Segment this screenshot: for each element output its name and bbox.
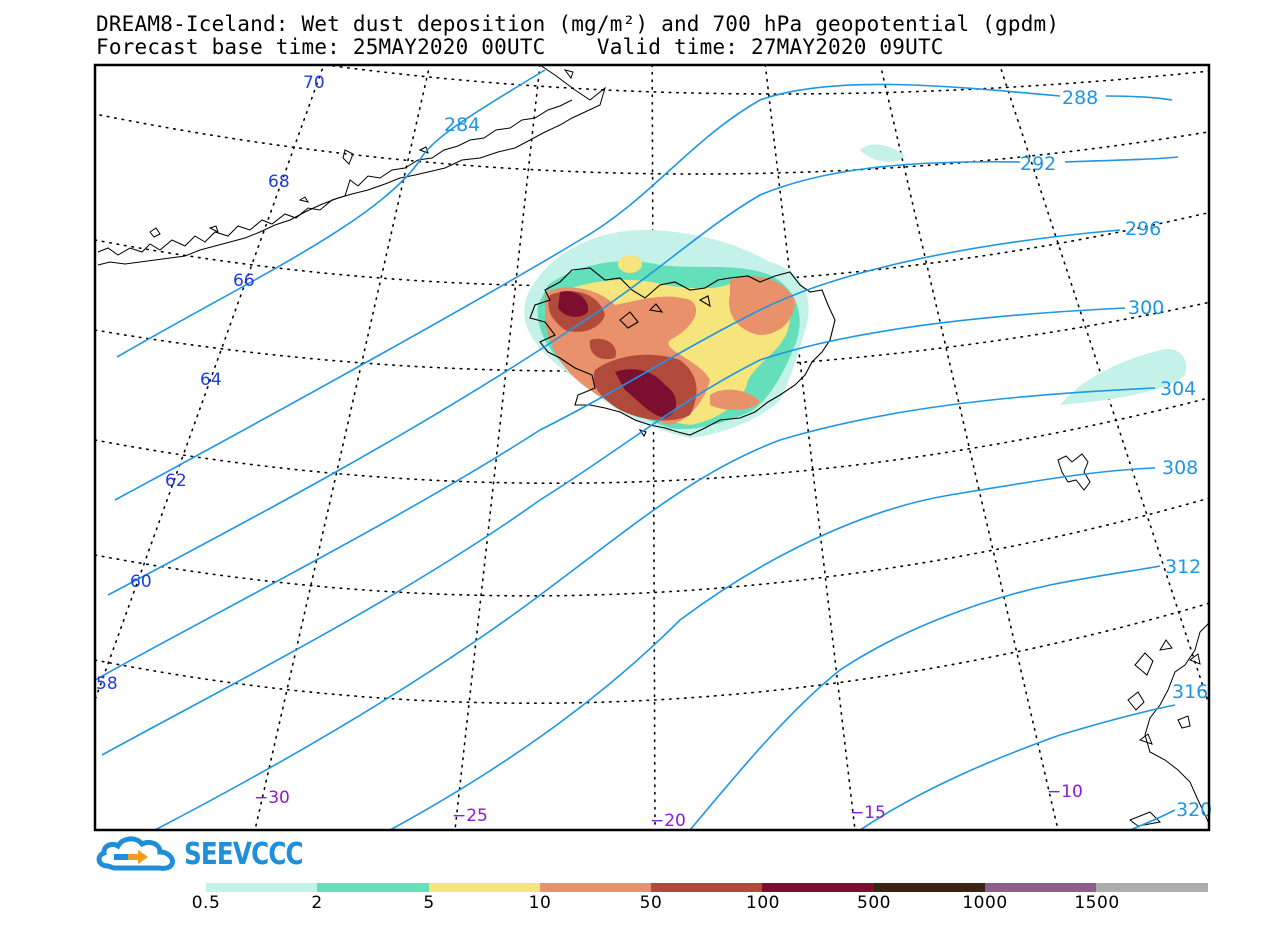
contour-label-308: 308 [1162,457,1198,479]
greenland-coast [97,65,606,266]
legend-label: 100 [746,893,780,913]
map-title: DREAM8-Iceland: Wet dust deposition (mg/… [96,12,1060,36]
parallel-62 [95,397,1209,485]
dust-level-50 [589,338,616,360]
legend-label: 1500 [1074,893,1120,913]
contour-316 [859,704,1176,830]
meridian-25 [454,65,541,830]
cloud-arrow-icon [96,836,175,871]
legend-label: 1000 [962,893,1008,913]
legend-label: 10 [528,893,552,913]
parallel-60 [95,497,1209,597]
parallel-66 [95,211,1209,287]
latitude-labels: 70 68 66 64 62 60 58 [96,73,325,694]
legend-swatch [985,883,1097,892]
dust-level-10 [729,276,795,335]
contour-300 [101,307,1126,756]
dust-level-100 [558,291,589,317]
meridian-30 [254,65,431,830]
iceland-coast [529,267,836,438]
forecast-times: Forecast base time: 25MAY2020 00UTC Vali… [96,35,944,59]
legend-label: 2 [311,893,323,913]
contour-304 [154,387,1156,830]
legend-label: 0.5 [191,893,221,913]
contour-label-284: 284 [444,114,480,136]
meridian-10 [879,65,1059,830]
legend-swatch [1096,883,1208,892]
lon-label-20: −20 [650,811,686,831]
legend-label: 5 [423,893,435,913]
dust-level-5 [618,255,642,273]
map-frame [93,63,1211,832]
contour-label-296: 296 [1125,218,1161,240]
contour-320 [1129,809,1176,830]
latitude-gridlines [95,65,1209,704]
meridian-35 [95,65,325,701]
contour-292 [107,156,1179,596]
longitude-labels: −30 −25 −20 −15 −10 [254,782,1083,831]
lat-label-66: 66 [233,271,255,291]
legend-swatch [539,883,652,892]
contour-284 [116,69,546,358]
legend-colorbar [206,883,1208,892]
contour-312 [689,565,1161,830]
contour-label-312: 312 [1165,556,1201,578]
dust-deposition-field [524,144,1187,438]
norway-coast [1127,622,1209,827]
contour-308 [389,467,1156,830]
legend-swatch [428,883,540,892]
legend-swatch [651,883,763,892]
dust-level-10 [710,389,760,410]
faroe-islands [1057,453,1091,491]
lat-label-70: 70 [303,73,325,93]
lon-label-30: −30 [254,788,290,808]
legend-label: 500 [857,893,891,913]
contour-labels: 284 288 292 296 300 304 308 312 316 320 [444,87,1212,821]
lat-label-64: 64 [200,370,222,390]
logo-text: SEEVCCC [184,837,304,872]
lat-label-62: 62 [165,471,187,491]
meridian-15 [764,65,856,830]
lon-label-25: −25 [452,806,488,826]
legend-swatch [206,883,318,892]
geopotential-contours [95,69,1179,830]
lon-label-10: −10 [1047,782,1083,802]
contour-label-300: 300 [1128,297,1164,319]
contour-label-316: 316 [1172,681,1208,703]
legend-swatch [762,883,874,892]
contour-label-288: 288 [1062,87,1098,109]
parallel-70 [320,65,1209,95]
contour-label-292: 292 [1020,153,1056,175]
contour-288 [114,83,1173,501]
lat-label-58: 58 [96,674,118,694]
parallel-64 [95,301,1209,372]
contour-296 [95,229,1121,681]
lat-label-60: 60 [130,572,152,592]
contour-label-320: 320 [1176,799,1212,821]
dust-level-0.5 [860,144,905,162]
parallel-58 [95,602,1209,704]
legend-label: 50 [639,893,663,913]
legend-swatch [317,883,429,892]
contour-label-304: 304 [1160,378,1196,400]
parallel-68 [99,114,1209,175]
meridian-5 [998,65,1209,708]
legend-swatch [873,883,986,892]
lon-label-15: −15 [850,803,886,823]
lat-label-68: 68 [268,172,290,192]
